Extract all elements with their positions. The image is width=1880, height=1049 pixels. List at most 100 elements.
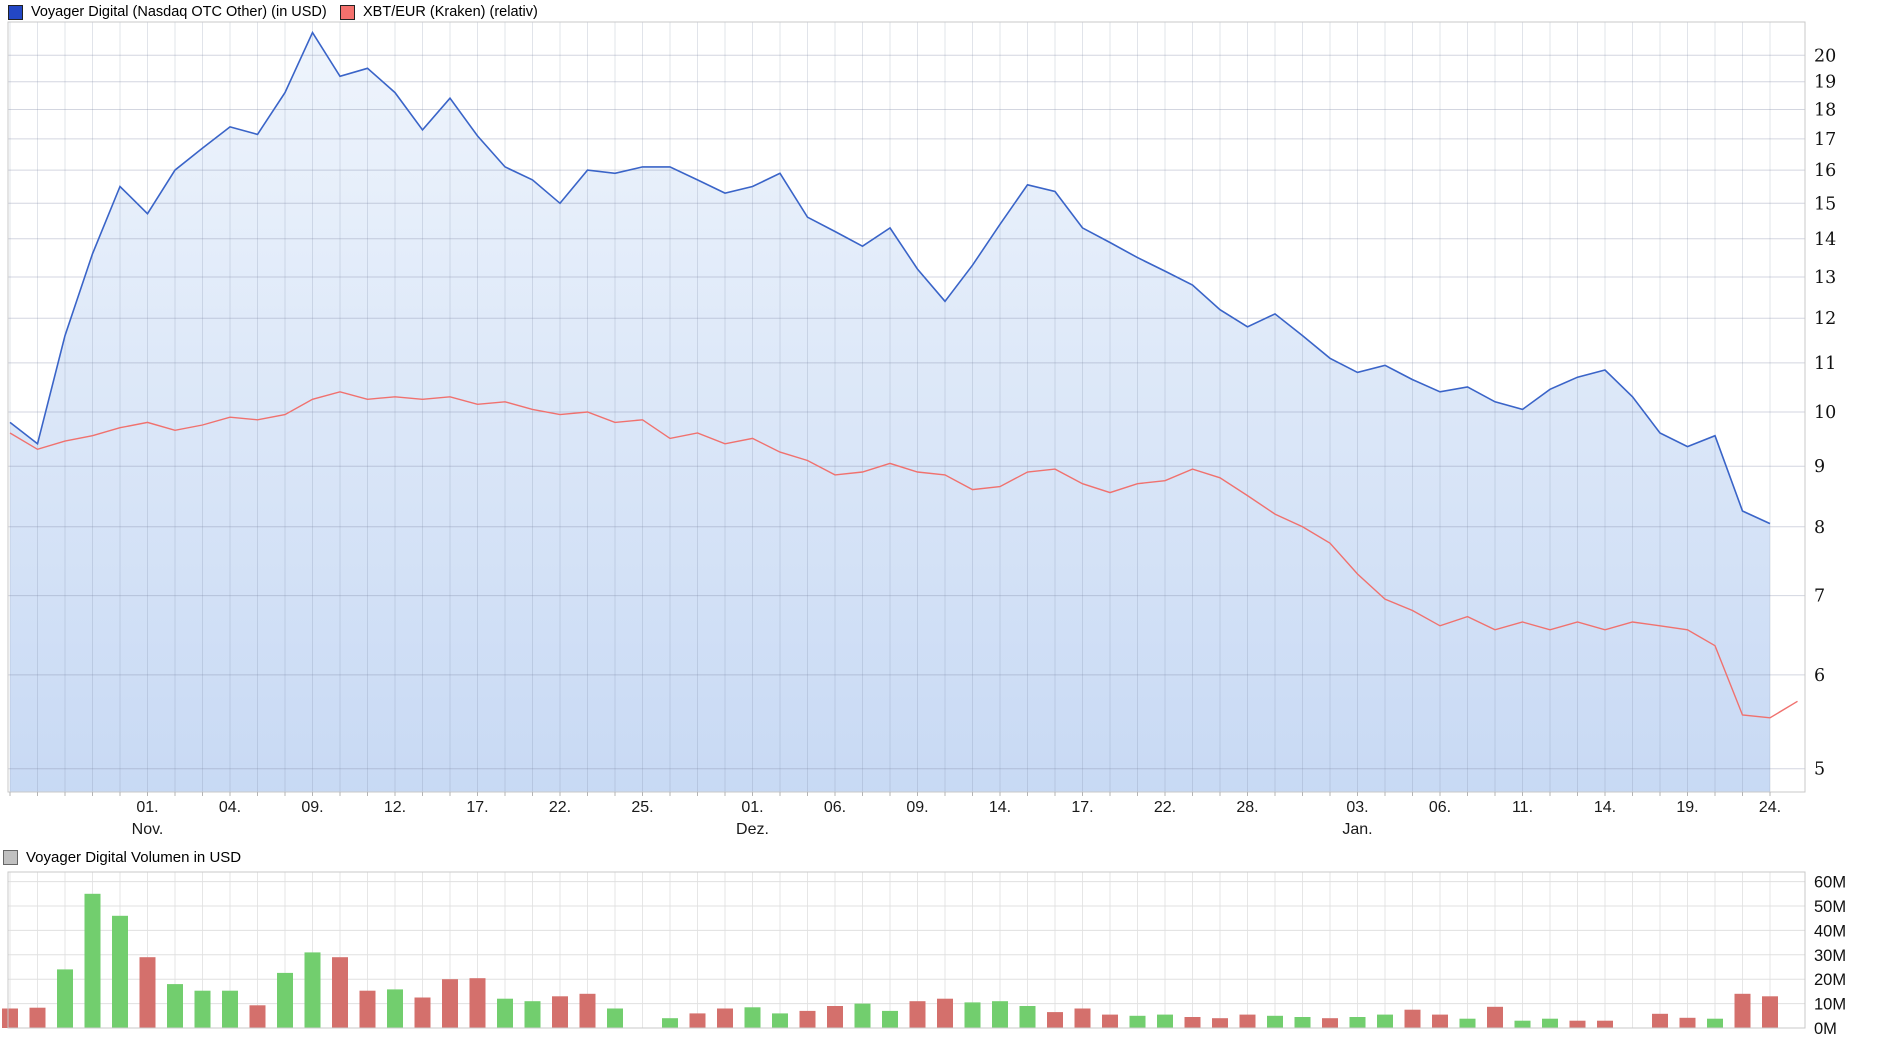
svg-text:14.: 14. — [989, 799, 1011, 816]
volume-bar — [1652, 1013, 1668, 1028]
volume-bar — [414, 997, 431, 1028]
volume-bar — [139, 957, 156, 1028]
svg-text:11: 11 — [1814, 354, 1836, 374]
volume-bar — [882, 1010, 898, 1028]
volume-bar — [1597, 1020, 1613, 1028]
volume-bar — [1569, 1020, 1586, 1028]
price-legend-xbteur: XBT/EUR (Kraken) (relativ) — [340, 4, 538, 20]
volume-bar — [2, 1008, 18, 1028]
svg-text:13: 13 — [1814, 268, 1836, 288]
svg-text:20M: 20M — [1814, 971, 1846, 989]
svg-text:22.: 22. — [1154, 799, 1176, 816]
price-legend-voyager: Voyager Digital (Nasdaq OTC Other) (in U… — [8, 4, 327, 20]
svg-text:16: 16 — [1814, 161, 1836, 181]
voyager-line — [9, 30, 1771, 525]
volume-bar — [1762, 996, 1778, 1028]
svg-text:Jan.: Jan. — [1342, 821, 1372, 838]
volume-pane-border — [7, 871, 1806, 1029]
volume-bar — [497, 998, 513, 1028]
volume-bar — [992, 1001, 1008, 1028]
svg-text:19.: 19. — [1676, 799, 1698, 816]
svg-text:17.: 17. — [1071, 799, 1093, 816]
volume-bar — [1294, 1017, 1311, 1028]
svg-text:18: 18 — [1814, 101, 1836, 121]
volume-bar — [1542, 1018, 1558, 1028]
svg-text:14: 14 — [1814, 230, 1836, 250]
volume-bar — [689, 1013, 706, 1028]
volume-bar — [662, 1018, 678, 1028]
volume-bar — [1404, 1009, 1421, 1028]
volume-series-swatch-icon — [3, 850, 18, 865]
xbteur-series-label: XBT/EUR (Kraken) (relativ) — [363, 4, 538, 20]
volume-bar — [964, 1002, 981, 1028]
volume-bar — [1377, 1014, 1393, 1028]
volume-bar — [1212, 1018, 1228, 1028]
svg-text:28.: 28. — [1236, 799, 1258, 816]
volume-bar — [332, 957, 348, 1028]
price-axis-labels: 20 19 18 17 16 15 14 13 12 11 10 9 8 7 6 5 — [1814, 46, 1836, 779]
volume-bar — [1322, 1018, 1338, 1028]
svg-text:22.: 22. — [549, 799, 571, 816]
volume-bar — [1487, 1006, 1503, 1028]
volume-bar — [1707, 1018, 1723, 1028]
voyager-area-fill — [10, 32, 1770, 793]
svg-text:6: 6 — [1814, 666, 1825, 686]
volume-bar — [909, 1001, 926, 1028]
volume-bar — [222, 990, 238, 1028]
svg-text:14.: 14. — [1594, 799, 1616, 816]
volume-bar — [1514, 1020, 1531, 1028]
svg-text:40M: 40M — [1814, 922, 1846, 940]
svg-text:9: 9 — [1814, 457, 1825, 477]
volume-bar — [112, 915, 128, 1028]
volume-bar — [57, 969, 73, 1028]
svg-text:09.: 09. — [906, 799, 928, 816]
svg-text:15: 15 — [1814, 194, 1836, 214]
svg-text:30M: 30M — [1814, 947, 1846, 965]
svg-text:06.: 06. — [1429, 799, 1451, 816]
volume-bar — [1074, 1008, 1091, 1028]
volume-bar — [1459, 1018, 1476, 1028]
volume-bar — [1267, 1015, 1283, 1028]
svg-text:60M: 60M — [1814, 874, 1846, 892]
volume-bar — [1047, 1012, 1063, 1028]
volume-bar — [249, 1005, 266, 1028]
volume-bar — [304, 952, 321, 1028]
svg-text:01.: 01. — [136, 799, 158, 816]
svg-text:Dez.: Dez. — [736, 821, 769, 838]
volume-bar — [1129, 1015, 1146, 1028]
svg-text:19: 19 — [1814, 73, 1836, 93]
volume-bar — [387, 989, 403, 1028]
volume-bar — [1679, 1017, 1696, 1028]
volume-bar — [194, 990, 211, 1028]
voyager-series-swatch-icon — [8, 4, 23, 20]
volume-pane — [2, 871, 1806, 1029]
svg-text:24.: 24. — [1759, 799, 1781, 816]
svg-text:09.: 09. — [301, 799, 323, 816]
volume-bar — [799, 1010, 816, 1028]
svg-text:17.: 17. — [466, 799, 488, 816]
volume-bar — [1184, 1017, 1201, 1028]
volume-bar — [1349, 1017, 1366, 1028]
volume-axis-labels: 60M 50M 40M 30M 20M 10M 0M — [1814, 874, 1846, 1038]
volume-bar — [1432, 1014, 1448, 1028]
svg-text:25.: 25. — [631, 799, 653, 816]
svg-text:50M: 50M — [1814, 898, 1846, 916]
volume-bar — [827, 1006, 843, 1028]
volume-bar — [579, 993, 596, 1028]
volume-bar — [772, 1013, 788, 1028]
volume-bar — [469, 978, 486, 1028]
volume-bar — [167, 984, 183, 1028]
svg-text:17: 17 — [1814, 130, 1836, 150]
price-pane-border — [7, 21, 1806, 793]
volume-bar — [84, 893, 101, 1028]
svg-text:5: 5 — [1814, 760, 1825, 780]
volume-bar — [1734, 993, 1751, 1028]
volume-bar — [1157, 1014, 1173, 1028]
volume-bar — [1019, 1006, 1036, 1028]
volume-series-label: Voyager Digital Volumen in USD — [26, 849, 242, 866]
svg-text:10M: 10M — [1814, 996, 1846, 1014]
volume-bar — [744, 1007, 761, 1028]
svg-text:0M: 0M — [1814, 1020, 1837, 1038]
